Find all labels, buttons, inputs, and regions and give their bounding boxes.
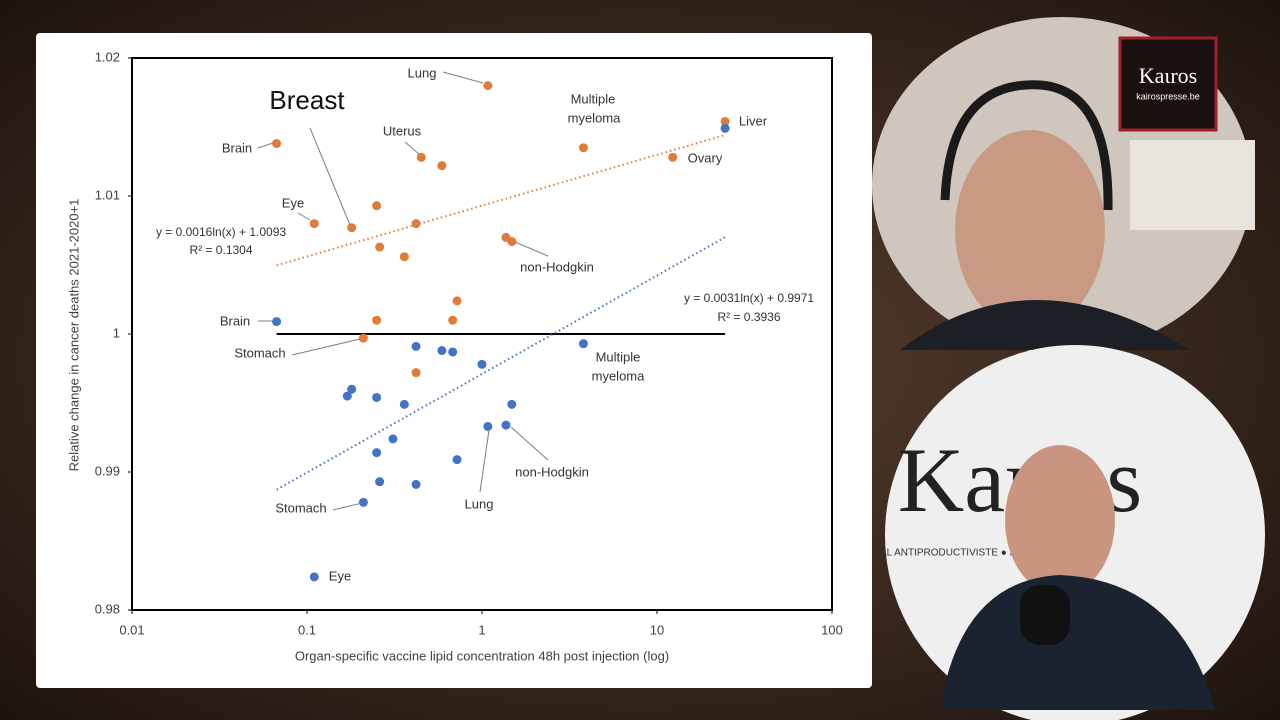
trend-equation: y = 0.0016ln(x) + 1.0093: [156, 225, 286, 239]
annotations: Lung Breast Multiple myeloma Uterus Live…: [156, 65, 814, 583]
point: [411, 479, 421, 489]
point: [668, 152, 678, 162]
annotation: Eye: [329, 568, 351, 583]
annotation: non-Hodgkin: [515, 464, 589, 479]
y-tick-label: 0.98: [95, 601, 120, 616]
x-tick-label: 10: [650, 622, 664, 637]
point: [720, 123, 730, 133]
leader-line: [332, 502, 363, 511]
y-tick-label: 0.99: [95, 463, 120, 478]
annotation: Ovary: [688, 150, 723, 165]
point: [452, 296, 462, 306]
point: [507, 399, 517, 409]
point: [501, 420, 511, 430]
point: [372, 448, 382, 458]
logo-title: Kaιros: [1139, 63, 1197, 88]
point: [477, 359, 487, 369]
x-axis-title: Organ-specific vaccine lipid concentrati…: [295, 648, 669, 663]
point: [358, 333, 368, 343]
point: [411, 368, 421, 378]
annotation: myeloma: [592, 368, 646, 383]
annotation: non-Hodgkin: [520, 259, 594, 274]
annotation: Multiple: [571, 91, 616, 106]
point: [309, 219, 319, 229]
point: [272, 317, 282, 327]
y-tick-label: 1: [113, 325, 120, 340]
trendline: [276, 236, 726, 491]
point: [448, 347, 458, 357]
logo-url: kairospresse.be: [1136, 91, 1200, 101]
plot-frame: [131, 57, 833, 611]
annotation: Liver: [739, 113, 768, 128]
point: [399, 399, 409, 409]
point: [483, 81, 493, 91]
annotation: Breast: [269, 85, 345, 115]
point: [309, 572, 319, 582]
leader-line: [297, 212, 311, 221]
point: [416, 152, 426, 162]
trend-r2: R² = 0.1304: [189, 243, 252, 257]
point: [437, 346, 447, 356]
logo: Kaιros kairospresse.be: [1118, 36, 1218, 132]
leader-line: [291, 338, 361, 356]
leader-line: [309, 127, 351, 226]
point: [342, 391, 352, 401]
point: [358, 497, 368, 507]
point: [452, 455, 462, 465]
background-tagline: AL ANTIPRODUCTIVISTE ● PO: [880, 548, 1024, 559]
y-tick-label: 1.01: [95, 187, 120, 202]
point: [375, 242, 385, 252]
point: [507, 237, 517, 247]
annotation: Brain: [222, 140, 252, 155]
x-tick-label: 100: [821, 622, 843, 637]
point: [578, 339, 588, 349]
video-bottom: Kaιros AL ANTIPRODUCTIVISTE ● PO: [880, 345, 1265, 720]
x-tick-label: 1: [478, 622, 485, 637]
point: [578, 143, 588, 153]
leader-line: [442, 71, 484, 84]
x-tick-label: 0.1: [298, 622, 316, 637]
annotation: Stomach: [234, 345, 285, 360]
annotation: Stomach: [275, 500, 326, 515]
point: [388, 434, 398, 444]
leader-line: [404, 141, 421, 156]
point: [372, 392, 382, 402]
annotation: Brain: [220, 313, 250, 328]
point: [347, 384, 357, 394]
point: [347, 223, 357, 233]
leader-line: [257, 142, 274, 149]
point: [272, 139, 282, 149]
trendline: [276, 134, 726, 267]
leader-line: [510, 426, 549, 461]
trend-equation: y = 0.0031ln(x) + 0.9971: [684, 291, 814, 305]
point: [720, 116, 730, 126]
x-tick-label: 0.01: [119, 622, 144, 637]
annotation: Lung: [465, 496, 494, 511]
point: [411, 219, 421, 229]
chart-card: [36, 33, 872, 688]
annotation: Uterus: [383, 123, 422, 138]
point: [372, 315, 382, 325]
chart: 0.98 0.99 1 1.01 1.02 0.01 0.1 1 10 100: [95, 49, 843, 637]
annotation: Eye: [282, 195, 304, 210]
y-tick-label: 1.02: [95, 49, 120, 64]
point: [375, 477, 385, 487]
point: [372, 201, 382, 211]
point: [437, 161, 447, 171]
point: [399, 252, 409, 262]
point: [448, 315, 458, 325]
point: [483, 421, 493, 431]
point: [411, 341, 421, 351]
annotation: myeloma: [568, 110, 622, 125]
trend-r2: R² = 0.3936: [717, 310, 780, 324]
y-axis-title: Relative change in cancer deaths 2021-20…: [66, 199, 81, 472]
annotation: Lung: [408, 65, 437, 80]
leader-line: [514, 241, 549, 257]
annotation: Multiple: [596, 349, 641, 364]
leader-line: [479, 429, 490, 493]
